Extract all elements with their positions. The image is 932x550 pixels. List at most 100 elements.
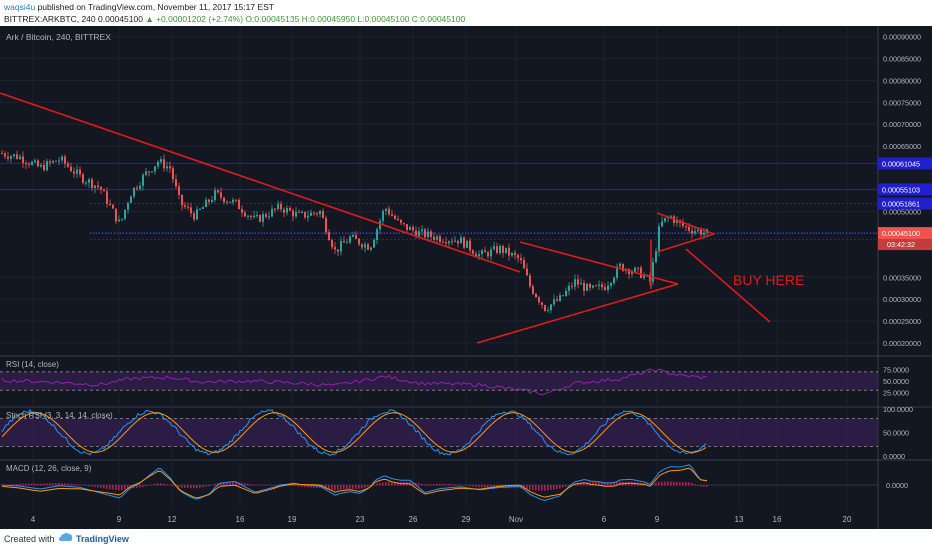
- macd-histogram-bar: [481, 485, 483, 488]
- candle-body: [100, 186, 102, 190]
- macd-histogram-bar: [217, 482, 219, 486]
- candle-body: [682, 222, 684, 227]
- macd-histogram-bar: [316, 485, 318, 488]
- candle-body: [337, 249, 339, 252]
- candle-body: [187, 206, 189, 208]
- y-tick-label: 0.00075000: [883, 98, 921, 107]
- tradingview-brand[interactable]: TradingView: [76, 534, 129, 544]
- macd-histogram-bar: [610, 482, 612, 486]
- candle-body: [271, 208, 273, 217]
- macd-histogram-bar: [298, 485, 300, 487]
- macd-histogram-bar: [106, 485, 108, 489]
- macd-histogram-bar: [487, 485, 489, 488]
- rsi-label: RSI (14, close): [6, 360, 59, 369]
- macd-histogram-bar: [37, 483, 39, 486]
- candle-body: [370, 247, 372, 250]
- macd-histogram-bar: [337, 485, 339, 491]
- candle-body: [154, 166, 156, 172]
- rsi-tick-label: 50.0000: [883, 377, 909, 386]
- macd-histogram-bar: [412, 482, 414, 486]
- candle-body: [139, 185, 141, 189]
- x-tick-label: 19: [288, 515, 297, 524]
- candle-body: [520, 258, 522, 261]
- macd-histogram-bar: [148, 485, 150, 486]
- chart-canvas[interactable]: 4 9 12 16 19 23 26 29 Nov 6 9 13 16 20 0.00090000 0.000…: [0, 26, 932, 529]
- candle-body: [598, 284, 600, 286]
- trendline: [656, 212, 715, 235]
- candle-body: [448, 241, 450, 244]
- candle-body: [433, 236, 435, 240]
- macd-histogram-bar: [196, 485, 198, 489]
- macd-histogram-bar: [184, 485, 186, 488]
- candle-body: [235, 199, 237, 201]
- macd-histogram-bar: [391, 482, 393, 486]
- x-tick-label: 23: [356, 515, 365, 524]
- macd-histogram-bar: [253, 484, 255, 486]
- candle-body: [442, 241, 444, 243]
- macd-histogram-bar: [379, 483, 381, 486]
- published-text: published on TradingView.com, November 1…: [37, 2, 274, 12]
- candle-body: [346, 242, 348, 244]
- macd-histogram-bar: [655, 482, 657, 486]
- macd-histogram-bar: [430, 484, 432, 486]
- candle-body: [592, 285, 594, 288]
- candle-body: [184, 205, 186, 207]
- macd-label: MACD (12, 26, close, 9): [6, 464, 92, 473]
- macd-histogram-bar: [493, 485, 495, 488]
- candle-body: [559, 295, 561, 301]
- candle-body: [244, 212, 246, 217]
- candle-body: [199, 208, 201, 210]
- candle-body: [88, 179, 90, 183]
- candle-body: [343, 241, 345, 243]
- candle-body: [439, 236, 441, 242]
- macd-histogram-bar: [181, 485, 183, 488]
- author-link[interactable]: waqsi4u: [4, 2, 36, 12]
- macd-histogram-bar: [118, 485, 120, 491]
- macd-histogram-bar: [61, 483, 63, 486]
- candle-body: [175, 179, 177, 187]
- candle-body: [373, 239, 375, 248]
- macd-histogram-bar: [304, 485, 306, 488]
- candle-body: [544, 305, 546, 312]
- macd-histogram-bar: [691, 482, 693, 486]
- publish-line: waqsi4u published on TradingView.com, No…: [4, 2, 274, 12]
- candle-body: [577, 279, 579, 285]
- candle-body: [73, 171, 75, 174]
- candle-body: [1, 153, 3, 155]
- rsi-tick-label: 25.0000: [883, 389, 909, 398]
- footer: Created with TradingView: [0, 529, 932, 550]
- candle-body: [145, 171, 147, 175]
- candle-body: [91, 179, 93, 188]
- stoch-tick-label: 0.0000: [883, 452, 905, 461]
- macd-histogram-bar: [331, 485, 333, 490]
- macd-histogram-bar: [601, 482, 603, 486]
- macd-histogram-bar: [307, 485, 309, 488]
- candle-body: [427, 231, 429, 238]
- candle-body: [643, 275, 645, 278]
- macd-histogram-bar: [79, 484, 81, 486]
- candle-body: [115, 208, 117, 222]
- macd-histogram-bar: [154, 483, 156, 486]
- macd-histogram-bar: [457, 484, 459, 486]
- candle-body: [268, 216, 270, 218]
- macd-histogram-bar: [211, 484, 213, 486]
- macd-histogram-bar: [259, 484, 261, 486]
- candle-body: [76, 169, 78, 174]
- x-tick-label: 16: [236, 515, 245, 524]
- candle-body: [418, 231, 420, 237]
- x-tick-label: 12: [168, 515, 177, 524]
- candle-body: [262, 214, 264, 222]
- macd-histogram-bar: [103, 485, 105, 489]
- macd-histogram-bar: [706, 485, 708, 487]
- candle-body: [70, 166, 72, 172]
- candle-body: [28, 163, 30, 165]
- candle-body: [553, 299, 555, 305]
- macd-histogram-bar: [544, 485, 546, 491]
- current-price-tag: [878, 227, 932, 240]
- macd-histogram-bar: [427, 484, 429, 486]
- candle-body: [631, 271, 633, 275]
- macd-histogram-bar: [586, 482, 588, 486]
- macd-histogram-bar: [49, 483, 51, 486]
- macd-histogram-bar: [664, 481, 666, 486]
- candle-body: [19, 156, 21, 159]
